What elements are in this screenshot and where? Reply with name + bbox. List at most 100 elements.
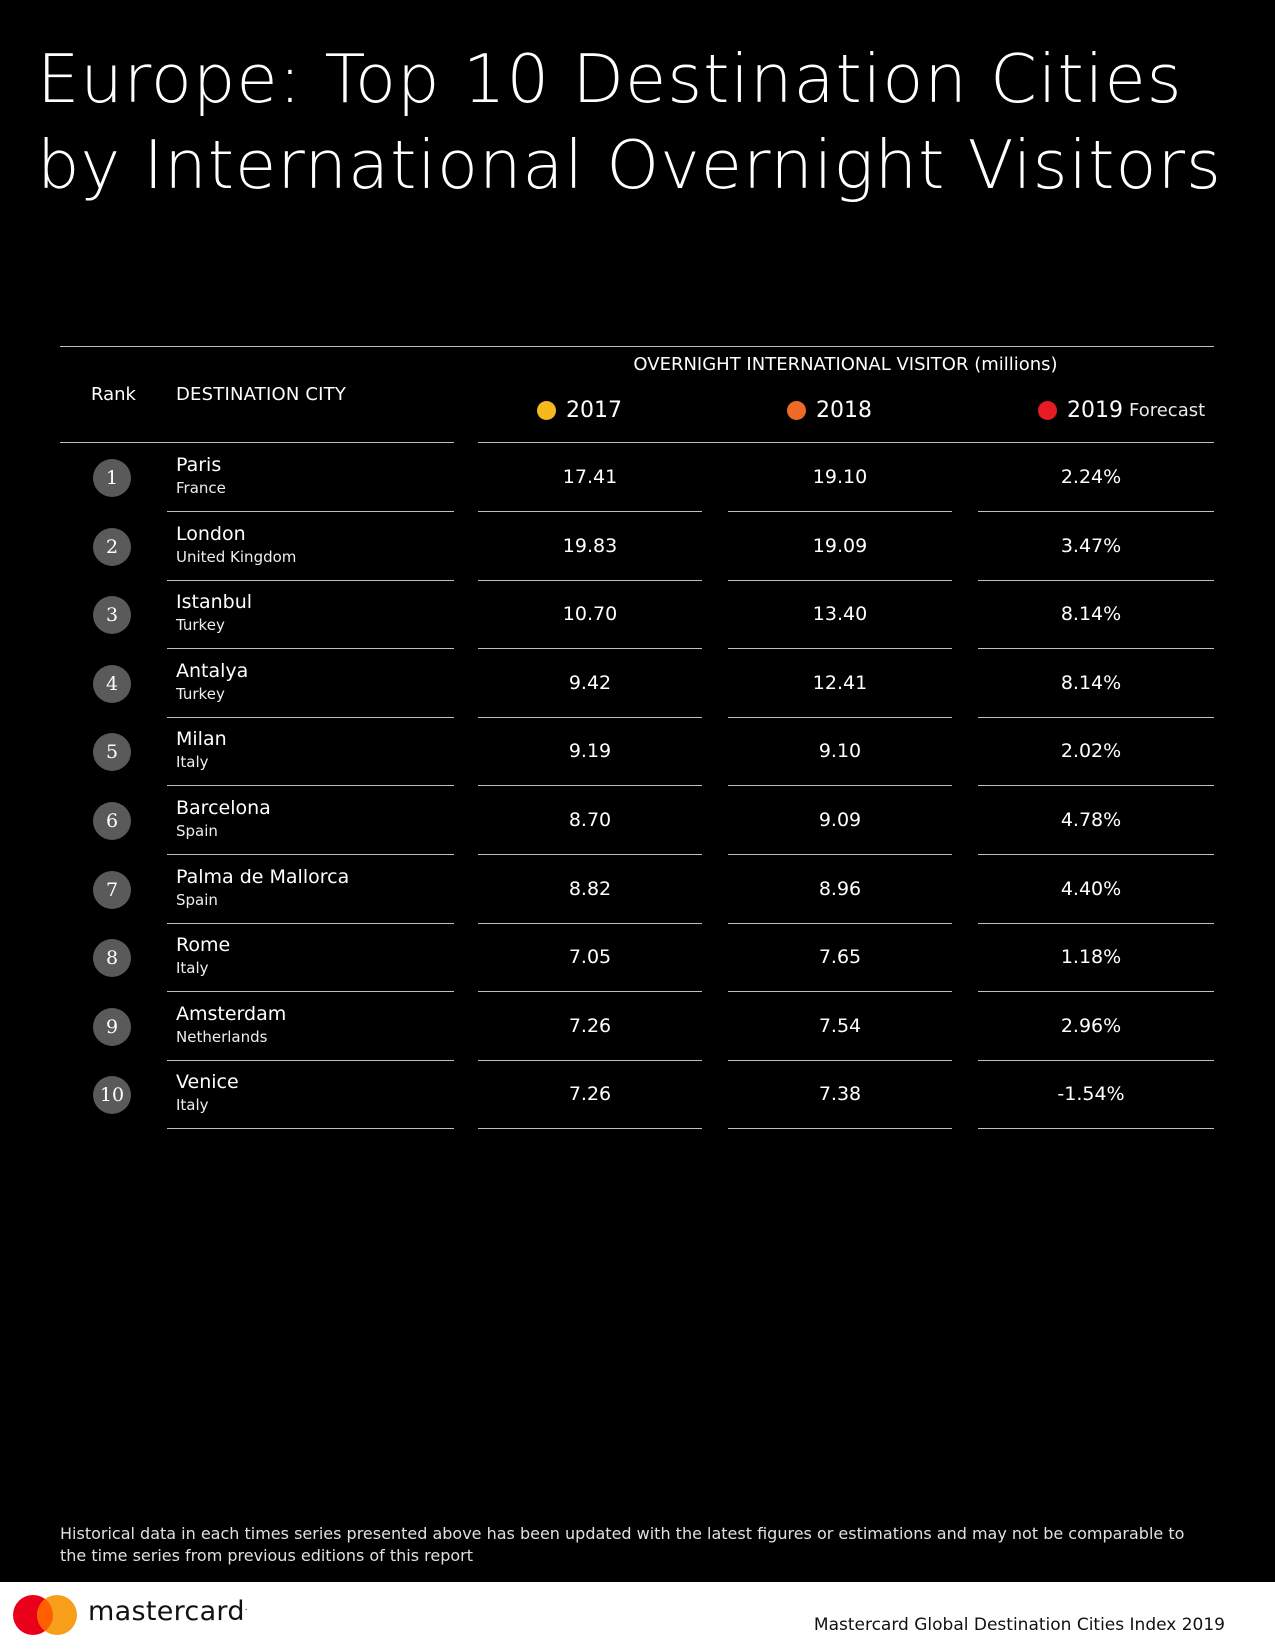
row-rule <box>728 991 952 993</box>
row-rule <box>978 922 1214 924</box>
table-row: 10 Venice Italy 7.26 7.38 -1.54% <box>0 1060 1275 1130</box>
visitor-value-2019: 2.24% <box>1060 466 1122 488</box>
page-title: Europe: Top 10 Destination Cities by Int… <box>37 36 1247 208</box>
row-rule <box>167 922 454 924</box>
city-name: London <box>176 522 246 545</box>
rank-badge: 5 <box>93 733 131 772</box>
row-rule <box>978 648 1214 650</box>
table-top-rule <box>60 346 1214 347</box>
report-name: Mastercard Global Destination Cities Ind… <box>813 1615 1225 1635</box>
city-name: Rome <box>176 934 231 957</box>
rank-badge: 6 <box>93 802 131 840</box>
visitor-value-2018: 12.41 <box>812 671 868 694</box>
visitor-value-2017: 10.70 <box>562 603 618 626</box>
visitor-value-2017: 7.05 <box>568 946 612 969</box>
title-line-2: by International Overnight Visitors <box>37 126 1222 204</box>
row-rule <box>478 579 702 581</box>
row-rule <box>728 1128 952 1130</box>
city-name: Istanbul <box>176 591 253 614</box>
visitor-value-2018: 7.65 <box>818 946 862 969</box>
row-rule <box>728 1059 952 1061</box>
city-name: Paris <box>176 454 222 476</box>
city-name: Amsterdam <box>176 1002 287 1025</box>
row-rule <box>167 716 454 718</box>
visitor-value-2019: 8.14% <box>1060 671 1122 694</box>
visitor-value-2017: 17.41 <box>562 466 618 488</box>
row-rule <box>478 785 702 787</box>
row-rule <box>978 785 1214 787</box>
visitor-value-2018: 7.38 <box>818 1083 862 1106</box>
row-rule <box>167 511 454 512</box>
visitor-value-2017: 9.42 <box>568 671 612 694</box>
header-rule-right <box>478 442 1214 443</box>
country-name: Spain <box>176 890 218 909</box>
row-rule <box>167 579 454 581</box>
row-rule <box>478 511 702 512</box>
visitor-value-2018: 8.96 <box>818 877 862 900</box>
table-row: 2 London United Kingdom 19.83 19.09 3.47% <box>0 512 1275 581</box>
forecast-label: Forecast <box>1129 400 1206 421</box>
row-rule <box>728 511 952 512</box>
row-rule <box>167 991 454 993</box>
visitor-value-2019: 4.78% <box>1060 809 1122 831</box>
row-rule <box>167 1128 454 1130</box>
city-name: Barcelona <box>176 797 271 819</box>
table-row: 6 Barcelona Spain 8.70 9.09 4.78% <box>0 786 1275 855</box>
footnote: Historical data in each times series pre… <box>60 1524 1185 1565</box>
row-rule <box>978 579 1214 581</box>
visitor-value-2018: 19.10 <box>812 466 868 488</box>
row-rule <box>478 922 702 924</box>
visitor-value-2018: 19.09 <box>812 534 868 557</box>
visitor-value-2019: -1.54% <box>1057 1083 1125 1106</box>
row-rule <box>978 1059 1214 1061</box>
country-name: Netherlands <box>176 1027 268 1046</box>
rank-badge: 10 <box>93 1076 131 1115</box>
rank-badge: 2 <box>93 527 131 566</box>
visitor-value-2017: 7.26 <box>568 1083 612 1106</box>
row-rule <box>478 854 702 855</box>
row-rule <box>478 1128 702 1130</box>
table-row: 4 Antalya Turkey 9.42 12.41 8.14% <box>0 649 1275 718</box>
table-row: 3 Istanbul Turkey 10.70 13.40 8.14% <box>0 580 1275 650</box>
row-rule <box>978 1128 1214 1130</box>
year-2018-header: 2018 <box>787 398 872 423</box>
visitor-value-2017: 8.70 <box>568 809 612 831</box>
city-header: DESTINATION CITY <box>176 384 347 405</box>
city-name: Palma de Mallorca <box>176 865 350 888</box>
visitor-value-2017: 19.83 <box>562 534 618 557</box>
row-rule <box>478 648 702 650</box>
country-name: Italy <box>176 959 209 978</box>
country-name: Italy <box>176 1096 209 1115</box>
visitor-value-2018: 13.40 <box>812 603 868 626</box>
red-dot-icon <box>1038 401 1057 420</box>
title-line-1: Europe: Top 10 Destination Cities <box>37 40 1183 118</box>
visitor-value-2017: 7.26 <box>568 1014 612 1037</box>
row-rule <box>167 785 454 787</box>
country-name: Spain <box>176 822 218 840</box>
row-rule <box>167 648 454 650</box>
row-rule <box>728 648 952 650</box>
table-row: 5 Milan Italy 9.19 9.10 2.02% <box>0 717 1275 787</box>
visitor-value-2019: 3.47% <box>1060 534 1122 557</box>
table-row: 1 Paris France 17.41 19.10 2.24% <box>0 443 1275 512</box>
city-name: Milan <box>176 728 227 751</box>
visitor-value-2018: 9.09 <box>818 809 862 831</box>
row-rule <box>478 991 702 993</box>
header-rule-left <box>60 442 454 443</box>
rank-badge: 7 <box>93 870 131 909</box>
country-name: Turkey <box>176 684 225 703</box>
row-rule <box>728 854 952 855</box>
rank-badge: 8 <box>93 939 131 978</box>
country-name: Turkey <box>176 616 225 635</box>
visitor-value-2019: 8.14% <box>1060 603 1122 626</box>
brand-wordmark: mastercard. <box>88 1596 248 1627</box>
rank-badge: 4 <box>93 664 131 703</box>
visitor-value-2019: 2.02% <box>1060 740 1122 763</box>
yellow-dot-icon <box>537 401 556 420</box>
visitor-value-2018: 9.10 <box>818 740 862 763</box>
visitor-value-2018: 7.54 <box>818 1014 862 1037</box>
row-rule <box>728 922 952 924</box>
row-rule <box>728 716 952 718</box>
visitor-value-2017: 8.82 <box>568 877 612 900</box>
row-rule <box>978 716 1214 718</box>
